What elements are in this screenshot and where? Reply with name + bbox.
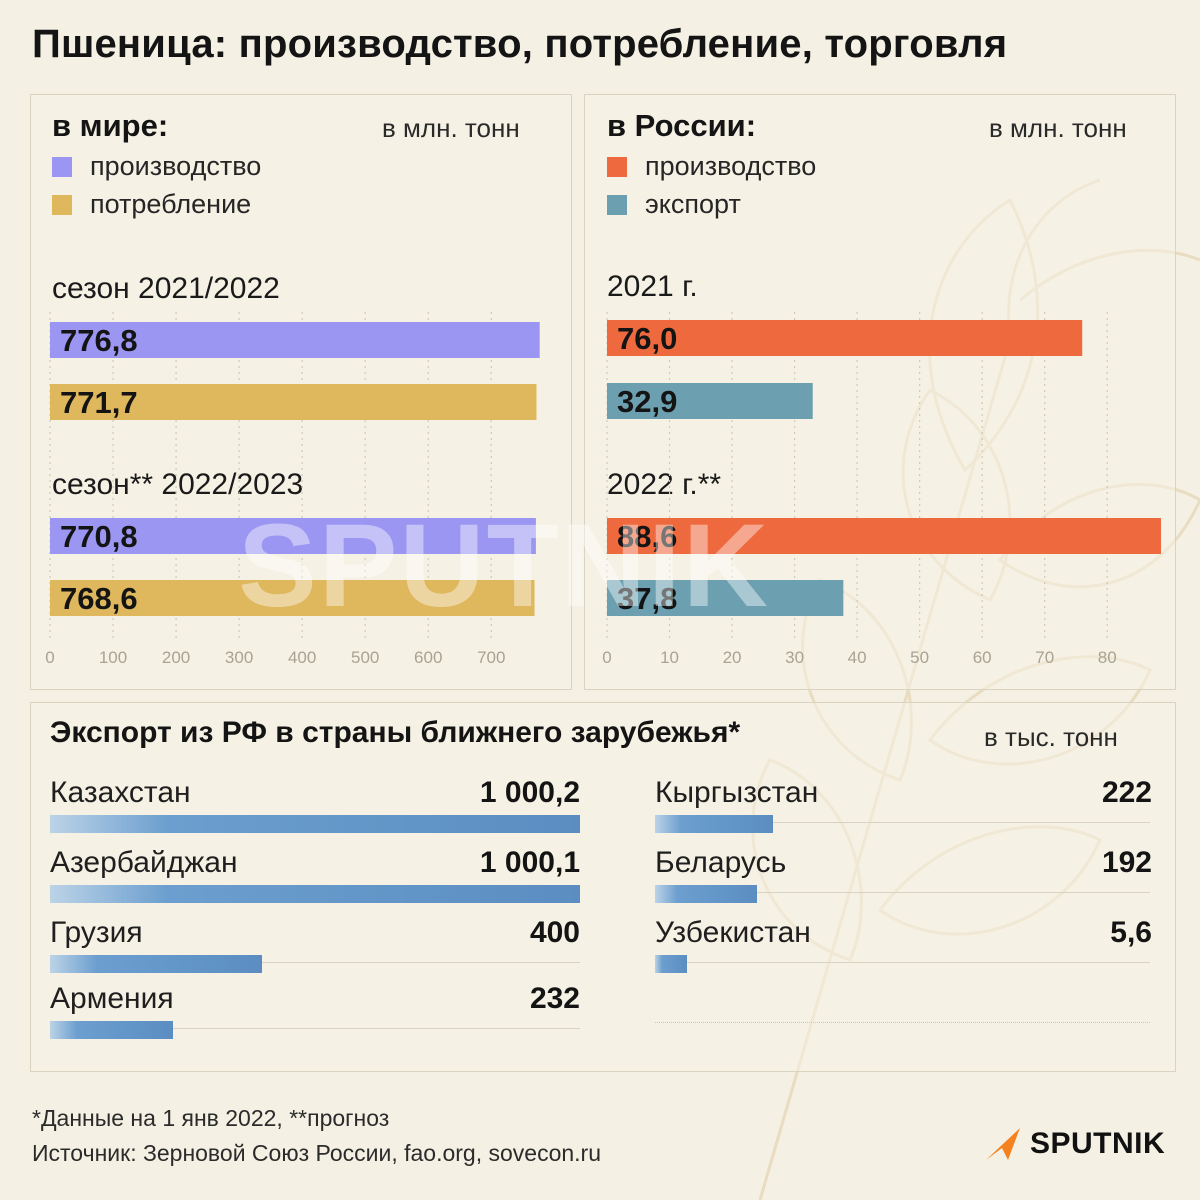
axis-tick-label: 200 (162, 648, 190, 667)
sputnik-logo-text: SPUTNIK (1030, 1127, 1166, 1160)
axis-tick-label: 20 (723, 648, 742, 667)
sputnik-logo-icon (986, 1128, 1020, 1160)
world-bar-chart: 0 100 200 300 400 500 600 700 776,8 771,7 770,8 768… (45, 312, 540, 667)
bar-value-label: 37,8 (617, 581, 677, 616)
axis-tick-label: 400 (288, 648, 316, 667)
world-heading: в мире: (52, 108, 169, 143)
country-value: 400 (529, 916, 580, 949)
legend-swatch (607, 194, 627, 215)
footnote: *Данные на 1 янв 2022, **прогноз (32, 1105, 390, 1131)
axis-tick-label: 300 (225, 648, 253, 667)
country-name: Армения (50, 982, 174, 1015)
legend-swatch (607, 156, 627, 177)
page-title: Пшеница: производство, потребление, торг… (32, 22, 1008, 66)
country-name: Азербайджан (50, 846, 238, 879)
country-bar (50, 955, 262, 973)
bar (50, 580, 535, 616)
source-note: Источник: Зерновой Союз России, fao.org,… (32, 1140, 602, 1166)
bar (607, 320, 1083, 356)
axis-tick-label: 0 (45, 648, 54, 667)
russia-heading: в России: (607, 108, 757, 143)
country-name: Узбекистан (655, 916, 811, 949)
country-bar (50, 815, 580, 833)
export-unit: в тыс. тонн (984, 722, 1118, 752)
bar-value-label: 771,7 (60, 385, 138, 420)
country-bar-track (50, 962, 580, 963)
legend-label: экспорт (645, 189, 741, 219)
country-bar (50, 885, 580, 903)
russia-legend-production: производство (607, 151, 816, 182)
axis-tick-label: 600 (414, 648, 442, 667)
bar (607, 518, 1161, 554)
axis-tick-label: 80 (1098, 648, 1117, 667)
country-name: Казахстан (50, 776, 191, 809)
russia-bar-chart: 0 10 20 30 40 50 60 70 80 76,0 32,9 88,6 37,8 (602, 312, 1161, 667)
russia-year-1-label: 2021 г. (607, 270, 698, 303)
country-bar (50, 1021, 173, 1039)
country-bar (655, 815, 773, 833)
legend-swatch (52, 156, 72, 177)
country-value: 1 000,1 (479, 846, 580, 879)
axis-tick-label: 500 (351, 648, 379, 667)
axis-tick-label: 10 (660, 648, 679, 667)
export-title: Экспорт из РФ в страны ближнего зарубежь… (50, 716, 741, 749)
bar-value-label: 32,9 (617, 384, 677, 419)
axis-tick-label: 100 (99, 648, 127, 667)
bar-value-label: 770,8 (60, 519, 138, 554)
bar (607, 383, 813, 419)
country-name: Беларусь (655, 846, 787, 879)
country-name: Кыргызстан (655, 776, 819, 809)
bar-value-label: 88,6 (617, 519, 677, 554)
russia-unit: в млн. тонн (989, 113, 1127, 143)
country-bar (655, 955, 687, 973)
country-name: Грузия (50, 916, 143, 949)
legend-label: производство (645, 151, 817, 181)
axis-tick-label: 70 (1035, 648, 1054, 667)
country-bar-track (655, 822, 1150, 823)
bar-value-label: 76,0 (617, 321, 677, 356)
bar (607, 580, 844, 616)
bar (50, 322, 540, 358)
country-bar-track (655, 892, 1150, 893)
russia-year-2-label: 2022 г.** (607, 468, 722, 501)
country-bar-track (50, 1028, 580, 1029)
bar (50, 384, 537, 420)
country-value: 1 000,2 (479, 776, 580, 809)
legend-label: потребление (90, 189, 252, 219)
bar-value-label: 776,8 (60, 323, 138, 358)
legend-label: производство (90, 151, 262, 181)
axis-tick-label: 40 (848, 648, 867, 667)
country-value: 192 (1101, 846, 1152, 879)
country-value: 5,6 (1110, 916, 1152, 949)
axis-tick-label: 50 (910, 648, 929, 667)
world-season-1-label: сезон 2021/2022 (52, 272, 280, 305)
empty-row-separator (655, 1022, 1150, 1023)
bar-value-label: 768,6 (60, 581, 138, 616)
world-legend-production: производство (52, 151, 261, 182)
world-unit: в млн. тонн (382, 113, 520, 143)
axis-tick-label: 700 (477, 648, 505, 667)
bar (50, 518, 536, 554)
world-season-2-label: сезон** 2022/2023 (52, 468, 304, 501)
legend-swatch (52, 194, 72, 215)
axis-tick-label: 30 (785, 648, 804, 667)
world-legend-consumption: потребление (52, 189, 251, 220)
country-bar (655, 885, 757, 903)
country-bar-track (655, 962, 1150, 963)
sputnik-logo: SPUTNIK (984, 1124, 1165, 1164)
country-value: 222 (1101, 776, 1152, 809)
russia-legend-export: экспорт (607, 189, 741, 220)
country-value: 232 (529, 982, 580, 1015)
axis-tick-label: 0 (602, 648, 611, 667)
axis-tick-label: 60 (973, 648, 992, 667)
